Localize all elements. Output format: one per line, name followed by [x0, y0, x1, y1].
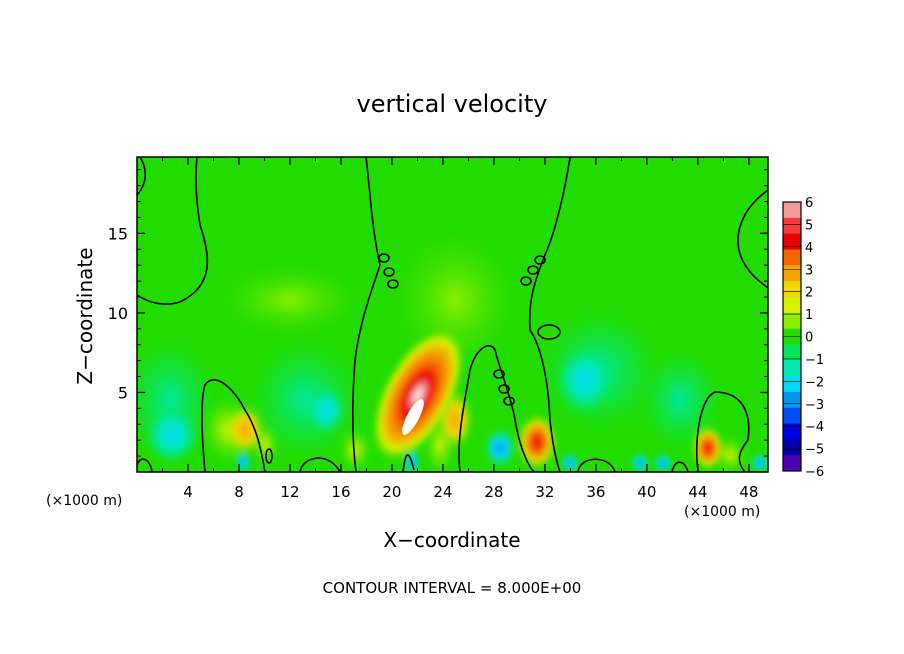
colorbar-tick-label: 6 — [805, 196, 813, 211]
contour-loop-7 — [537, 324, 561, 340]
colorbar-swatch — [783, 344, 801, 361]
downdraft-cyan-7 — [630, 453, 650, 472]
contour-loop-1 — [378, 253, 390, 263]
colorbar: 6 5 4 3 2 1 0 −1 −2 −3 −4 −5 −6 — [782, 196, 824, 480]
colorbar-tick-label: 5 — [805, 218, 813, 233]
x-tick-label: 8 — [234, 483, 244, 501]
colorbar-swatch — [783, 439, 801, 456]
colorbar-swatch — [783, 233, 801, 250]
plot-frame — [136, 156, 769, 473]
colorbar-swatch — [783, 202, 801, 219]
contour-upper-left — [137, 157, 209, 305]
colorbar-swatch — [783, 376, 801, 393]
x-tick-label: 20 — [382, 483, 401, 501]
zero-contours — [137, 157, 768, 472]
colorbar-tick-label: 3 — [805, 263, 813, 278]
colorbar-swatch — [783, 407, 801, 425]
downdraft-cyan-8 — [653, 453, 673, 472]
colorbar-tick-label: −5 — [805, 443, 824, 458]
contour-left-dome — [201, 379, 266, 472]
contour-loop-10 — [503, 396, 515, 406]
contour-right-dome — [695, 391, 750, 472]
downdraft-cyan-9 — [750, 453, 768, 472]
contour-low-far — [671, 461, 689, 472]
colorbar-tick-label: 4 — [805, 241, 813, 256]
contour-loop-8 — [493, 369, 505, 379]
colorbar-swatch — [783, 455, 801, 472]
x-axis-label: X−coordinate — [383, 528, 520, 552]
x-unit-label-right: (×1000 m) — [684, 504, 760, 520]
downdraft-cyan-2 — [306, 385, 346, 435]
colorbar-swatch — [783, 391, 801, 409]
colorbar-tick-label: −2 — [805, 375, 824, 390]
downdraft-cyan-10 — [560, 453, 580, 472]
colorbar-tick-label: 2 — [805, 286, 813, 301]
updraft-secondary-4 — [692, 426, 724, 470]
updraft-yellow-3 — [340, 430, 370, 470]
contour-low-left — [137, 458, 153, 472]
x-tick-label: 12 — [280, 483, 299, 501]
contour-loop-6 — [520, 276, 532, 286]
colorbar-swatch — [783, 217, 801, 235]
contour-updraft-inner — [402, 345, 536, 472]
main-updraft-plume — [370, 326, 466, 464]
colorbar-tick-label: −3 — [805, 398, 824, 413]
updraft-secondary-3 — [517, 414, 557, 470]
x-tick-label: 24 — [433, 483, 452, 501]
y-tick-label: 15 — [108, 224, 128, 243]
x-tick-label: 48 — [739, 483, 758, 501]
contour-loop-5 — [527, 265, 539, 275]
colorbar-tick-label: −1 — [805, 353, 824, 368]
downdraft-zone-mint-far — [640, 350, 720, 450]
contour-updraft-right — [528, 157, 571, 472]
colorbar-swatch — [783, 281, 801, 298]
contour-updraft-left — [352, 157, 381, 472]
colorbar-tick-label: −6 — [805, 465, 824, 480]
contour-loop-4 — [534, 255, 546, 265]
x-tick-label: 4 — [183, 483, 193, 501]
colorbar-tick-label: −4 — [805, 420, 824, 435]
chart-title: vertical velocity — [357, 90, 548, 118]
downdraft-cyan-4 — [484, 428, 516, 468]
colorbar-swatch — [783, 296, 801, 314]
y-axis-label: Z−coordinate — [73, 247, 97, 384]
contour-loop-2 — [383, 267, 395, 277]
contour-loop-9 — [498, 384, 510, 394]
x-unit-label-left: (×1000 m) — [46, 493, 122, 509]
updraft-secondary-1 — [225, 405, 265, 455]
y-tick-label: 5 — [118, 383, 128, 402]
colorbar-tick-label: 1 — [805, 308, 813, 323]
x-tick-label: 40 — [637, 483, 656, 501]
x-tick-label: 36 — [586, 483, 605, 501]
x-tick-label: 16 — [331, 483, 350, 501]
downdraft-cyan-3 — [555, 345, 615, 415]
upper-left-glow — [210, 260, 370, 340]
contour-loop-3 — [387, 279, 399, 289]
contour-loop-11 — [265, 448, 273, 464]
contour-low-mid — [299, 457, 341, 472]
colorbar-swatch — [783, 265, 801, 282]
colorbar-swatch — [783, 312, 801, 330]
contour-interval-note: CONTOUR INTERVAL = 8.000E+00 — [323, 579, 582, 597]
contour-right-edge — [737, 189, 768, 289]
x-tick-label: 28 — [484, 483, 503, 501]
x-tick-label: 44 — [688, 483, 707, 501]
x-tick-label: 32 — [535, 483, 554, 501]
colorbar-swatch — [783, 423, 801, 440]
contour-low-right — [577, 458, 616, 472]
colorbar-swatch — [783, 249, 801, 266]
velocity-field — [137, 157, 768, 472]
downdraft-cyan-1 — [144, 405, 200, 465]
y-tick-label: 10 — [108, 304, 128, 323]
main-updraft-core — [402, 399, 424, 435]
colorbar-tick-label: 0 — [805, 331, 813, 346]
colorbar-swatch — [783, 360, 801, 377]
